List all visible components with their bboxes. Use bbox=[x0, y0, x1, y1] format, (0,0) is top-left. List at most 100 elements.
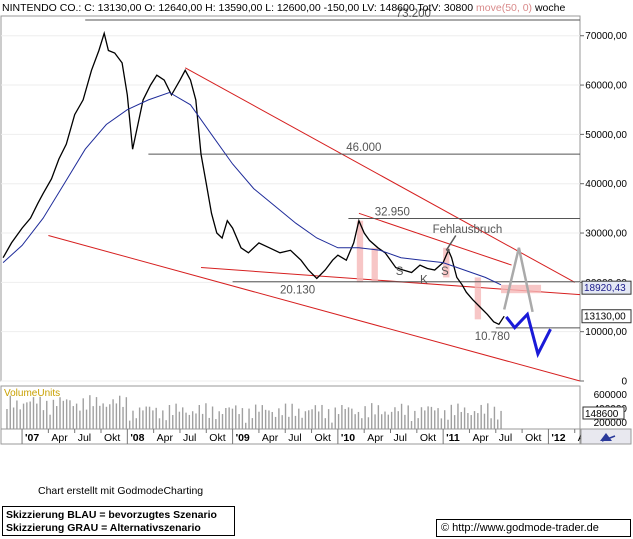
volume-bar bbox=[374, 414, 376, 429]
x-tick-label: '07 bbox=[25, 432, 39, 444]
price-tick-label: 0 bbox=[621, 377, 627, 388]
x-tick-label: Apr bbox=[157, 432, 174, 444]
volume-bar bbox=[208, 417, 210, 429]
volume-bars bbox=[6, 395, 502, 429]
x-tick-label: Apr bbox=[51, 432, 68, 444]
price-tick-label: 70000,00 bbox=[585, 31, 627, 42]
x-tick-label: Jul bbox=[499, 432, 512, 444]
x-tick-label: Jul bbox=[183, 432, 196, 444]
volume-bar bbox=[480, 404, 482, 429]
volume-bar bbox=[148, 406, 151, 429]
corner-arrow-tail bbox=[601, 435, 616, 442]
volume-bar bbox=[493, 406, 496, 429]
highlight-zone bbox=[356, 220, 364, 283]
volume-bar bbox=[142, 410, 144, 429]
volume-bar bbox=[400, 403, 403, 429]
volume-bar bbox=[138, 407, 141, 429]
volume-bar bbox=[337, 414, 340, 429]
volume-bar bbox=[185, 412, 187, 429]
x-tick-label: '08 bbox=[130, 432, 144, 444]
price-badge bbox=[581, 280, 632, 295]
volume-bar bbox=[497, 419, 499, 429]
x-tick-label: Okt bbox=[420, 432, 436, 444]
volume-bar bbox=[371, 403, 373, 429]
volume-bar bbox=[238, 414, 240, 429]
volume-bar bbox=[162, 410, 164, 429]
price-tick-label: 50000,00 bbox=[585, 130, 627, 141]
volume-bar bbox=[241, 408, 244, 429]
volume-bar bbox=[377, 405, 380, 429]
chart-annotation: S bbox=[441, 266, 449, 278]
volume-bar bbox=[278, 408, 280, 429]
volume-bar bbox=[321, 404, 323, 429]
volume-bar bbox=[105, 406, 108, 429]
x-axis: '07 Apr Jul Okt '08 Apr Jul Okt '09 Apr Jul Okt '10 A… bbox=[21, 429, 595, 444]
x-tick-label: Okt bbox=[525, 432, 541, 444]
volume-bar bbox=[6, 409, 8, 429]
volume-bar bbox=[65, 399, 68, 429]
volume-bar bbox=[424, 410, 426, 429]
volume-bar bbox=[132, 410, 134, 429]
volume-bar bbox=[473, 411, 476, 429]
legend-blue: Skizzierung BLAU = bevorzugtes Szenario bbox=[6, 509, 217, 521]
volume-bar bbox=[414, 410, 416, 429]
x-axis-bg bbox=[0, 428, 581, 445]
highlight-zone bbox=[443, 247, 450, 278]
volume-bar bbox=[443, 410, 446, 429]
source-link-box[interactable]: © http://www.godmode-trader.de bbox=[436, 519, 631, 537]
scenario-gray-line bbox=[502, 247, 534, 313]
x-tick-label: '12 bbox=[551, 432, 565, 444]
volume-bar bbox=[384, 411, 386, 429]
price-tick-label: 30000,00 bbox=[585, 229, 627, 240]
volume-bar bbox=[16, 400, 18, 429]
source-url[interactable]: http://www.godmode-trader.de bbox=[452, 522, 599, 534]
volume-bar bbox=[327, 409, 330, 429]
volume-bar bbox=[470, 415, 472, 429]
volume-bar bbox=[364, 406, 366, 429]
volume-bar bbox=[22, 403, 25, 429]
volume-bar bbox=[351, 408, 353, 429]
chart-annotation: S bbox=[396, 266, 404, 278]
volume-bar bbox=[158, 418, 161, 429]
volume-bar bbox=[410, 421, 413, 429]
volume-bar bbox=[235, 405, 237, 429]
price-levels: 73.200 46.000 32.950 20.130 10.780 bbox=[85, 8, 580, 343]
volume-bar bbox=[390, 411, 393, 429]
volume-bar bbox=[109, 404, 111, 429]
volume-bar bbox=[152, 410, 154, 429]
chart-credit: Chart erstellt mit GodmodeCharting bbox=[38, 485, 204, 497]
volume-bar bbox=[182, 407, 184, 429]
volume-bar bbox=[245, 422, 247, 429]
price-level-label: 46.000 bbox=[346, 142, 381, 154]
volume-bar bbox=[115, 403, 118, 429]
highlight-zone bbox=[501, 284, 542, 294]
volume-bar bbox=[82, 398, 84, 429]
volume-bar bbox=[288, 416, 290, 429]
x-tick-label: '10 bbox=[341, 432, 355, 444]
volume-bar bbox=[145, 406, 147, 429]
volume-bar bbox=[69, 400, 71, 429]
volume-bar bbox=[457, 403, 459, 429]
volume-bar bbox=[394, 407, 396, 429]
volume-bar bbox=[404, 414, 406, 429]
volume-bar bbox=[99, 405, 101, 429]
volume-bar bbox=[56, 406, 58, 429]
volume-bar bbox=[420, 407, 423, 429]
x-tick-label: Okt bbox=[104, 432, 120, 444]
volume-bar bbox=[112, 399, 114, 429]
volume-bar bbox=[453, 415, 456, 429]
volume-bar bbox=[331, 422, 333, 429]
volume-tick-label: 200000 bbox=[594, 418, 628, 429]
volume-tick-label: 600000 bbox=[594, 390, 628, 401]
volume-bar bbox=[450, 404, 453, 429]
volume-bar bbox=[85, 409, 88, 429]
volume-badge-label: 148600 bbox=[585, 409, 619, 420]
volume-bar bbox=[487, 403, 489, 429]
volume-bar bbox=[119, 395, 121, 429]
highlight-zone bbox=[474, 277, 482, 320]
volume-bar bbox=[361, 418, 363, 429]
price-level-label: 20.130 bbox=[280, 285, 315, 297]
volume-bar bbox=[32, 397, 35, 429]
volume-bar bbox=[72, 406, 74, 429]
svg-text:NINTENDO CO.: C: 13130,00 O: 1: NINTENDO CO.: C: 13130,00 O: 12640,00 H:… bbox=[2, 2, 565, 14]
